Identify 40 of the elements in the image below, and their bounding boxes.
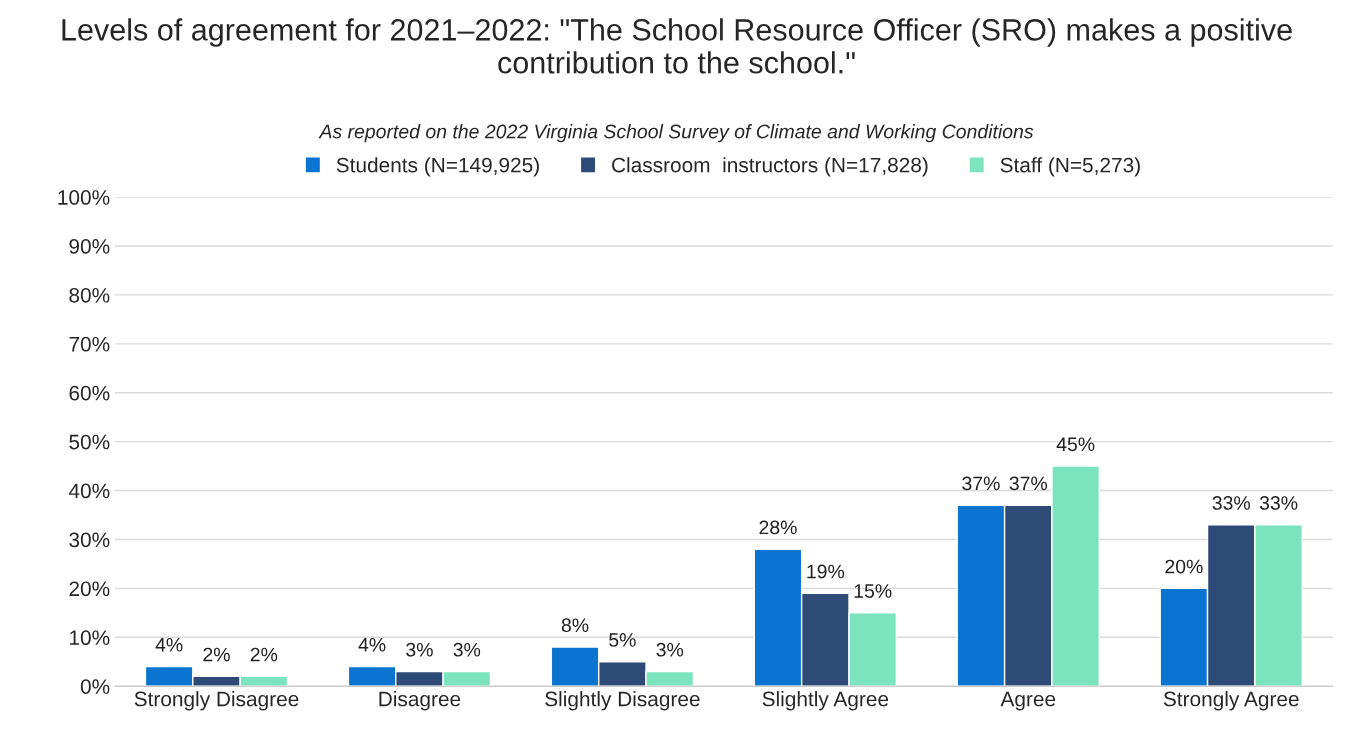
data-label: 2% <box>203 647 230 662</box>
legend-label: Staff (N=5,273) <box>1000 157 1140 177</box>
y-tick-label: 30% <box>69 532 110 548</box>
data-label: 20% <box>1165 559 1203 574</box>
y-tick-label: 10% <box>70 630 110 646</box>
data-label: 33% <box>1259 496 1298 510</box>
y-tick-label: 80% <box>69 287 110 303</box>
data-label: 19% <box>807 564 845 579</box>
data-label: 5% <box>609 633 636 647</box>
data-label: 28% <box>759 520 797 535</box>
data-label: 3% <box>406 642 433 657</box>
x-tick-label: Strongly Disagree <box>134 691 299 711</box>
y-tick-label: 60% <box>69 385 110 401</box>
x-tick-label: Disagree <box>379 691 461 711</box>
y-tick-label: 90% <box>69 239 110 254</box>
data-label: 33% <box>1212 496 1250 510</box>
data-label: 8% <box>561 618 589 633</box>
y-tick-label: 70% <box>69 336 110 352</box>
chart-subtitle: As reported on the 2022 Virginia School Survey of Climate and Working Conditions <box>318 124 1034 143</box>
chart-title: Levels of agreement for 2021–2022: "The School Resource Officer (SRO) makes a positive contribution to the school." <box>62 18 1292 74</box>
y-tick-label: 0% <box>80 679 110 694</box>
data-label: 2% <box>250 647 278 662</box>
legend-label: Students (N=149,925) <box>336 157 539 177</box>
y-tick-label: 40% <box>68 483 110 499</box>
y-tick-label: 50% <box>69 434 110 450</box>
y-tick-label: 100% <box>58 190 110 205</box>
legend-label: Classroom instructors (N=17,828) <box>612 157 928 177</box>
x-tick-label: Strongly Agree <box>1163 691 1299 711</box>
data-label: 15% <box>854 584 892 598</box>
data-label: 4% <box>358 638 386 652</box>
data-label: 3% <box>453 642 481 657</box>
data-label: 45% <box>1056 437 1095 452</box>
x-tick-label: Slightly Disagree <box>545 691 700 711</box>
data-label: 3% <box>656 642 684 657</box>
y-tick-label: 20% <box>69 581 110 597</box>
x-tick-label: Slightly Agree <box>762 691 889 711</box>
data-label: 4% <box>155 638 183 652</box>
data-label: 37% <box>962 476 1000 491</box>
x-tick-label: Agree <box>1000 691 1056 711</box>
data-label: 37% <box>1009 476 1048 491</box>
